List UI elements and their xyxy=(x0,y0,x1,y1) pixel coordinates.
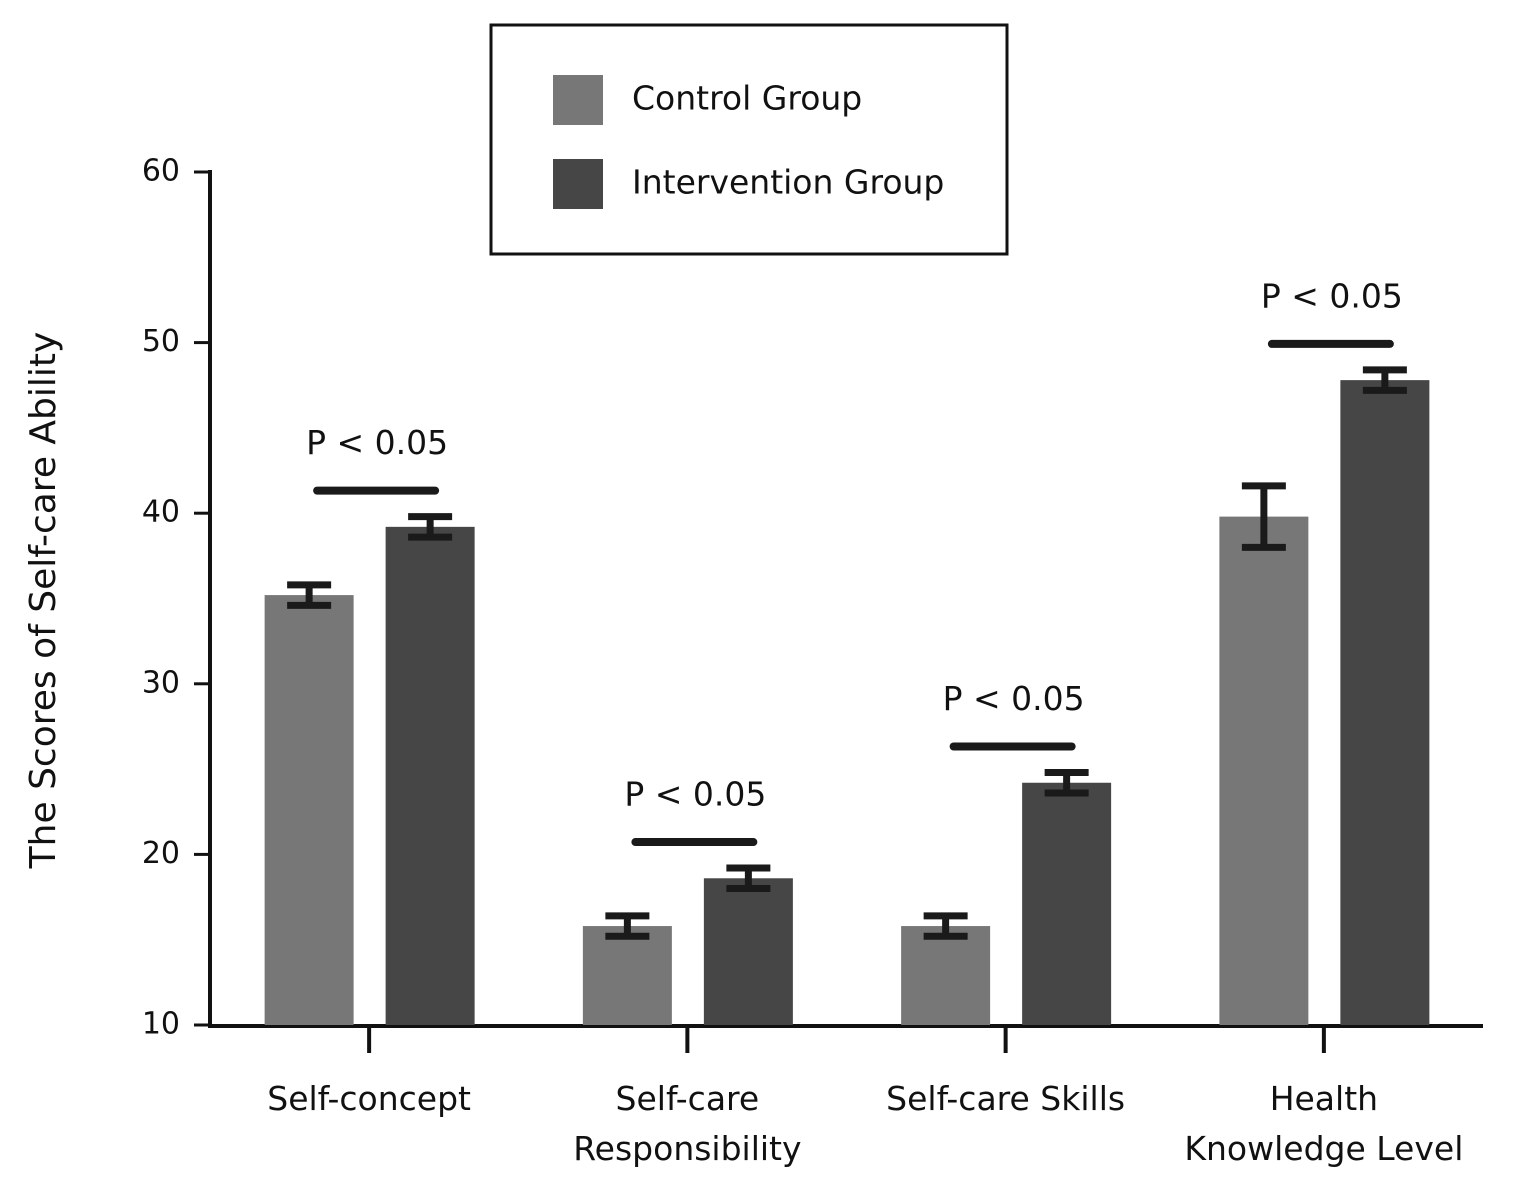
error-bar xyxy=(408,513,453,541)
bar xyxy=(1219,516,1309,1025)
y-tick-label: 50 xyxy=(142,324,180,359)
y-axis-label: The Scores of Self-care Ability xyxy=(23,332,64,870)
error-bar xyxy=(287,581,332,609)
legend-swatch xyxy=(553,159,603,209)
x-tick-label: Self-concept xyxy=(267,1079,471,1118)
y-tick-label: 10 xyxy=(142,1007,180,1042)
error-bar xyxy=(605,912,650,940)
bar xyxy=(1340,380,1430,1026)
significance-label: P < 0.05 xyxy=(306,423,448,462)
y-tick-label: 60 xyxy=(142,154,180,189)
significance-label: P < 0.05 xyxy=(1261,276,1403,315)
bar xyxy=(703,878,793,1025)
significance-label: P < 0.05 xyxy=(624,775,766,814)
error-bar xyxy=(726,864,771,893)
legend-swatch xyxy=(553,75,603,125)
bar xyxy=(582,926,672,1025)
bar xyxy=(264,595,354,1025)
legend-label: Control Group xyxy=(632,79,862,118)
y-tick-label: 40 xyxy=(142,495,180,530)
x-tick-label: Self-care Responsibility xyxy=(573,1079,802,1168)
bar xyxy=(1022,782,1112,1025)
significance-label: P < 0.05 xyxy=(943,679,1085,718)
bar xyxy=(901,926,991,1025)
y-tick-label: 30 xyxy=(142,665,180,700)
error-bar xyxy=(1241,482,1286,551)
legend-box xyxy=(489,23,1009,256)
x-tick-label: Health Knowledge Level xyxy=(1184,1079,1464,1168)
error-bar xyxy=(1362,366,1407,394)
bar xyxy=(385,526,475,1025)
error-bar xyxy=(1044,769,1089,797)
error-bar xyxy=(923,912,968,940)
y-tick-label: 20 xyxy=(142,836,180,871)
legend-label: Intervention Group xyxy=(632,163,944,202)
x-tick-label: Self-care Skills xyxy=(886,1079,1126,1118)
